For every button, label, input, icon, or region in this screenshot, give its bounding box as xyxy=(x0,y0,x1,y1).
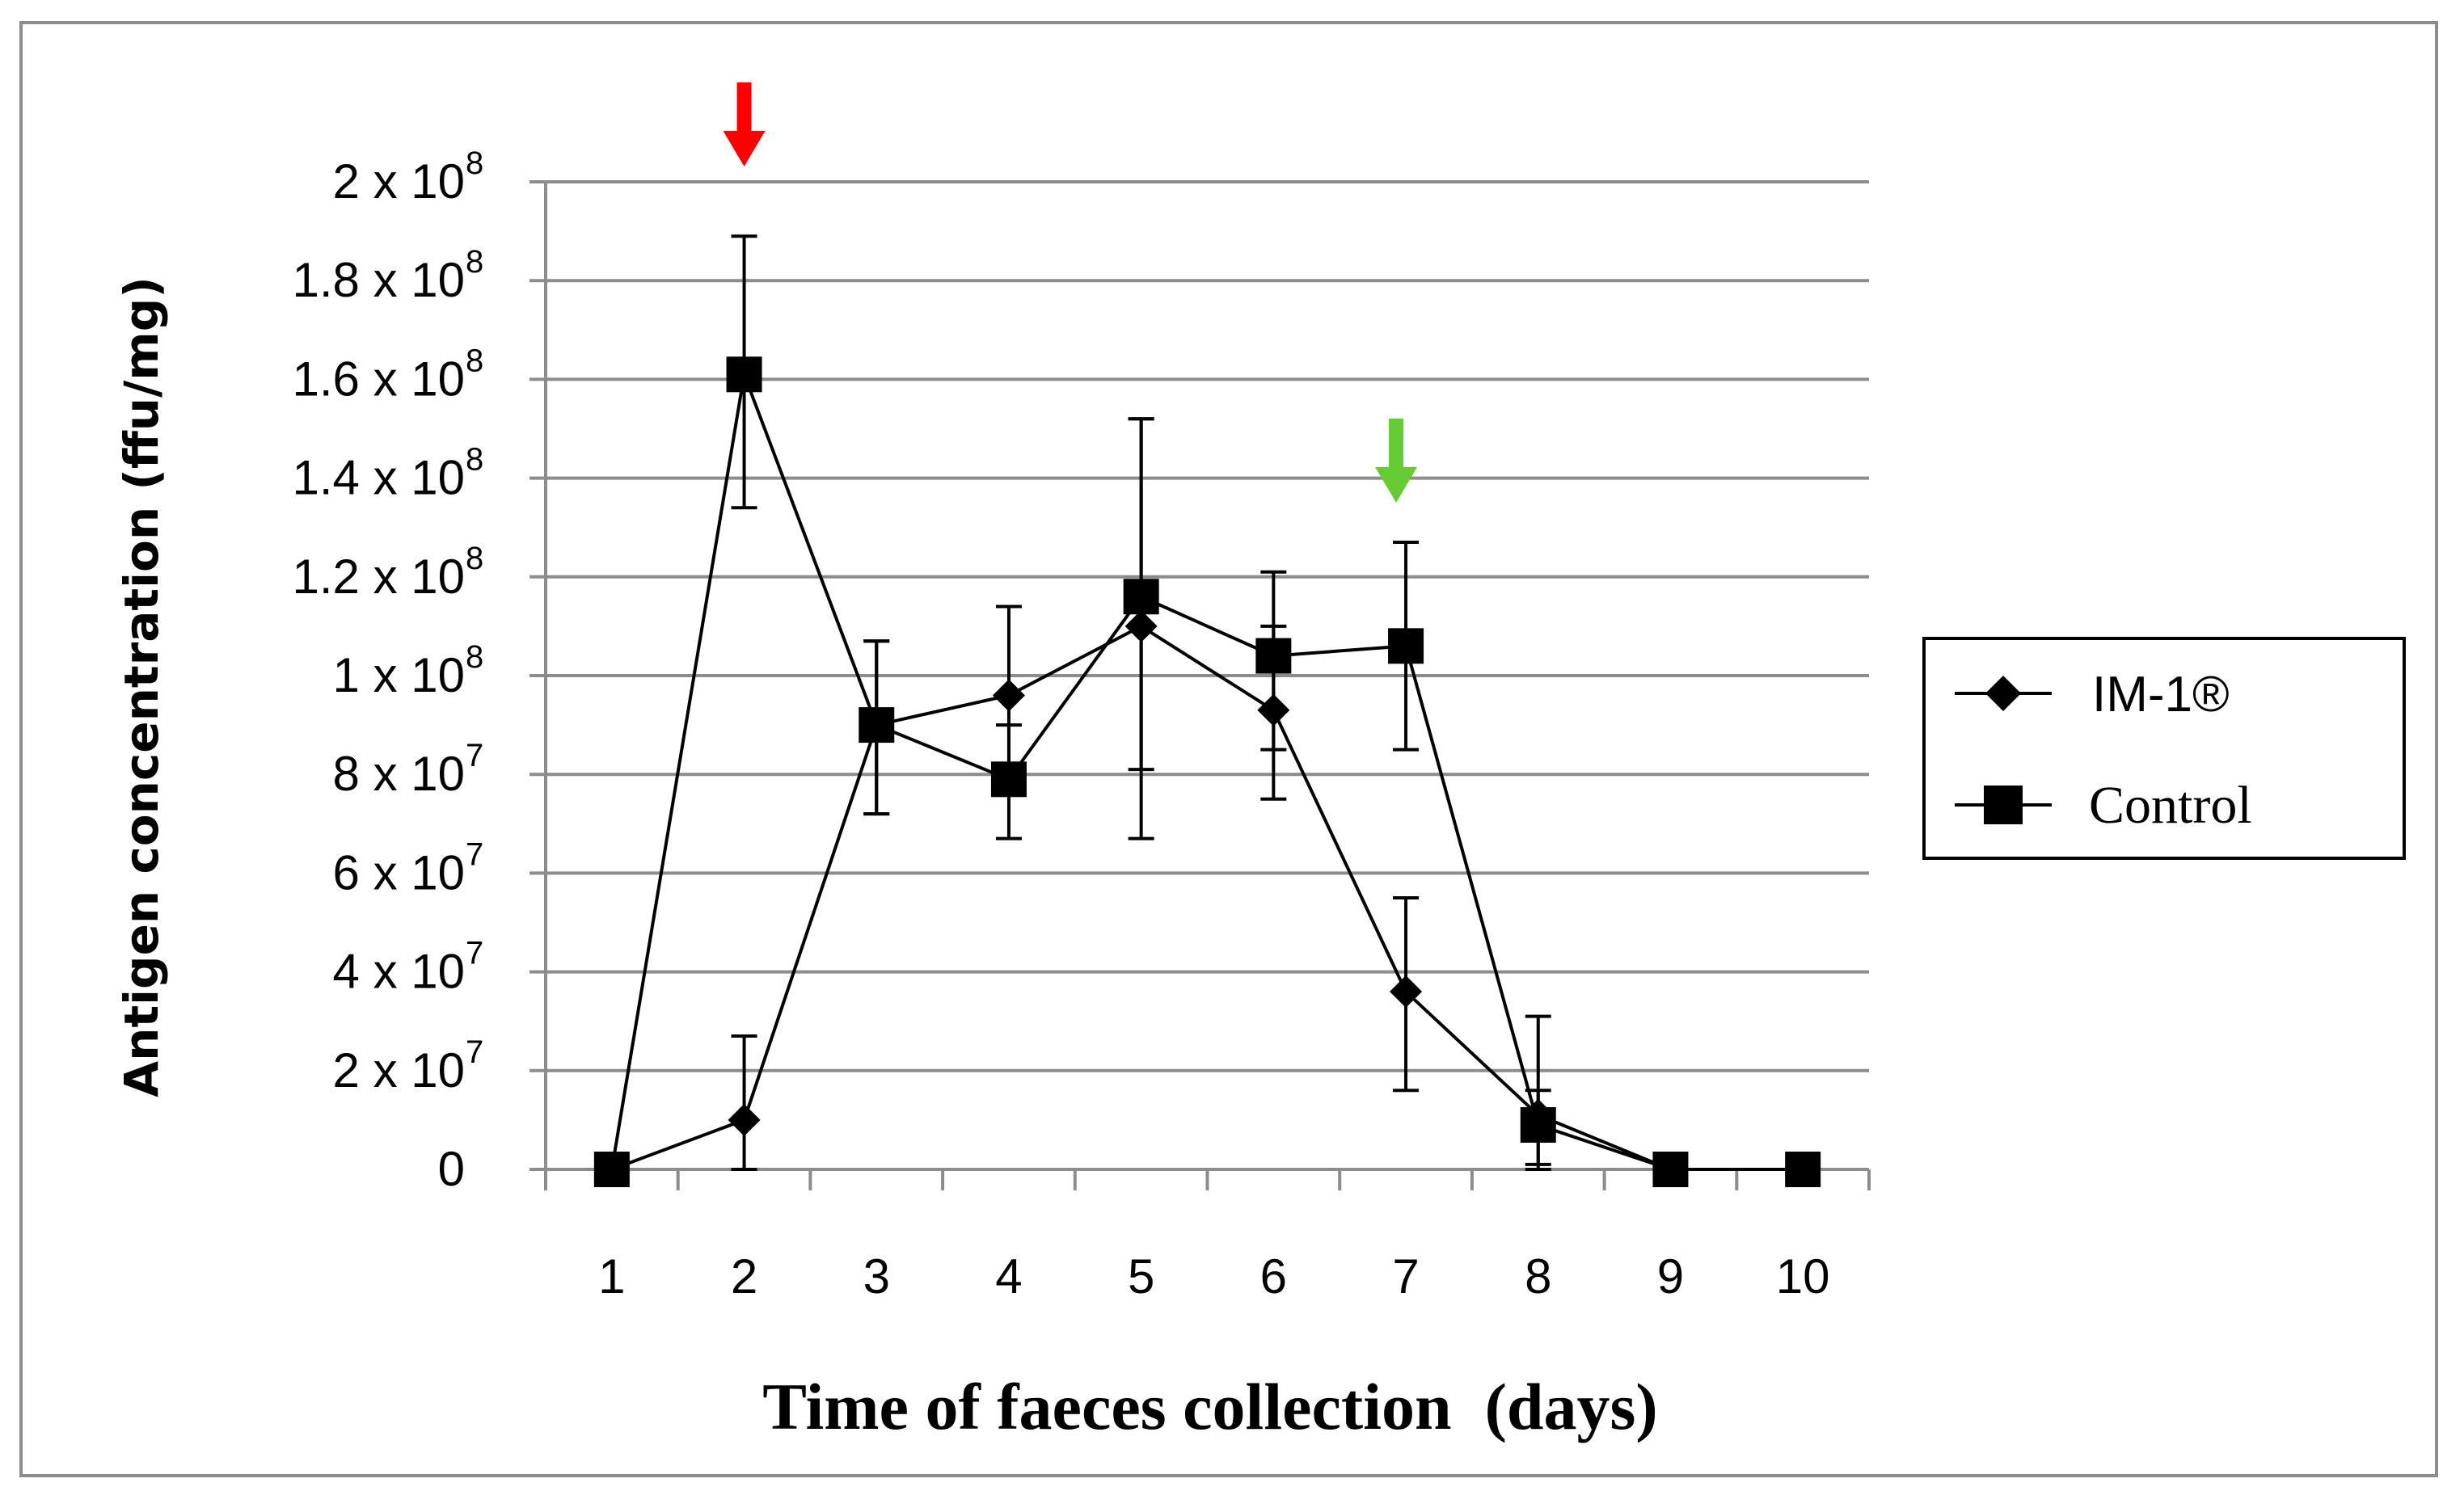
x-tick-label-9: 9 xyxy=(1657,1249,1684,1304)
x-tick-labels: 1 2 3 4 5 6 7 8 9 10 xyxy=(598,1249,1829,1304)
y-tick-label-7: 1.4 x 10 xyxy=(293,451,466,505)
marker-control-3 xyxy=(859,707,895,743)
legend-marker-im1 xyxy=(1985,676,2021,711)
x-tick-label-8: 8 xyxy=(1525,1249,1551,1304)
legend: IM-1® Control xyxy=(1922,637,2406,860)
series-line-im1 xyxy=(611,624,1804,1171)
marker-control-2 xyxy=(726,356,762,393)
x-axis-title: Time of faeces collection (days) xyxy=(762,1370,1657,1443)
marker-control-7 xyxy=(1388,628,1424,664)
y-tick-exponent-9: 8 xyxy=(466,244,483,280)
y-tick-exponent-7: 8 xyxy=(466,442,483,478)
marker-im1-6 xyxy=(1257,693,1290,727)
y-tick-exponent-2: 7 xyxy=(466,936,483,971)
x-tick-label-10: 10 xyxy=(1776,1249,1830,1304)
marker-im1-5 xyxy=(1124,609,1158,642)
marker-control-5 xyxy=(1123,579,1159,615)
y-tick-label-3: 6 x 10 xyxy=(333,845,465,899)
series-lines xyxy=(610,368,1804,1171)
x-tick-label-5: 5 xyxy=(1128,1249,1154,1304)
y-tick-exponent-3: 7 xyxy=(466,836,483,872)
y-tick-label-4: 8 x 10 xyxy=(333,747,465,801)
annotation-arrow-day-2 xyxy=(723,82,766,166)
series-markers xyxy=(593,356,1821,1187)
legend-label-control: Control xyxy=(2089,776,2252,835)
y-axis-title: Antigen concentration (ffu/mg) xyxy=(114,276,169,1097)
x-tick-label-4: 4 xyxy=(995,1249,1022,1304)
x-tick-label-6: 6 xyxy=(1260,1249,1287,1304)
annotation-arrow-day-7 xyxy=(1375,419,1418,503)
y-tick-label-1: 2 x 10 xyxy=(333,1043,465,1097)
y-tick-labels: 02 x 10 74 x 10 76 x 10 78 x 10 71 x 10 81.2 … xyxy=(293,145,484,1196)
y-tick-exponent-1: 7 xyxy=(466,1034,483,1070)
x-tick-label-1: 1 xyxy=(598,1249,625,1304)
legend-label-im1: IM-1® xyxy=(2092,667,2230,722)
y-tick-label-6: 1.2 x 10 xyxy=(293,550,466,604)
y-tick-exponent-10: 8 xyxy=(466,145,483,181)
y-tick-label-10: 2 x 10 xyxy=(333,154,465,209)
marker-im1-4 xyxy=(992,679,1025,712)
x-tick-label-2: 2 xyxy=(731,1249,757,1304)
y-tick-label-9: 1.8 x 10 xyxy=(293,253,466,307)
y-tick-label-2: 4 x 10 xyxy=(333,945,465,999)
marker-im1-7 xyxy=(1390,975,1423,1009)
marker-control-6 xyxy=(1255,638,1292,674)
y-tick-label-8: 1.6 x 10 xyxy=(293,352,466,406)
marker-im1-2 xyxy=(728,1103,761,1136)
marker-control-1 xyxy=(593,1152,630,1187)
x-tick-label-3: 3 xyxy=(863,1249,890,1304)
y-tick-label-0: 0 xyxy=(438,1142,465,1196)
y-tick-exponent-4: 7 xyxy=(466,738,483,773)
grid-lines xyxy=(546,180,1869,1072)
x-tick-label-7: 7 xyxy=(1392,1249,1419,1304)
y-tick-exponent-8: 8 xyxy=(466,343,483,378)
y-tick-exponent-6: 8 xyxy=(466,541,483,576)
arrow-shape xyxy=(723,82,766,166)
marker-control-8 xyxy=(1520,1107,1556,1144)
legend-marker-control xyxy=(1984,786,2023,824)
y-tick-label-5: 1 x 10 xyxy=(333,648,465,702)
annotation-arrows xyxy=(723,82,1418,503)
series-line-control xyxy=(610,368,1804,1171)
marker-control-10 xyxy=(1785,1152,1821,1187)
y-tick-exponent-5: 8 xyxy=(466,639,483,675)
marker-control-4 xyxy=(990,761,1027,798)
axes xyxy=(530,180,1871,1190)
arrow-shape xyxy=(1375,419,1418,503)
error-bars xyxy=(731,234,1551,1171)
marker-control-9 xyxy=(1652,1152,1689,1187)
